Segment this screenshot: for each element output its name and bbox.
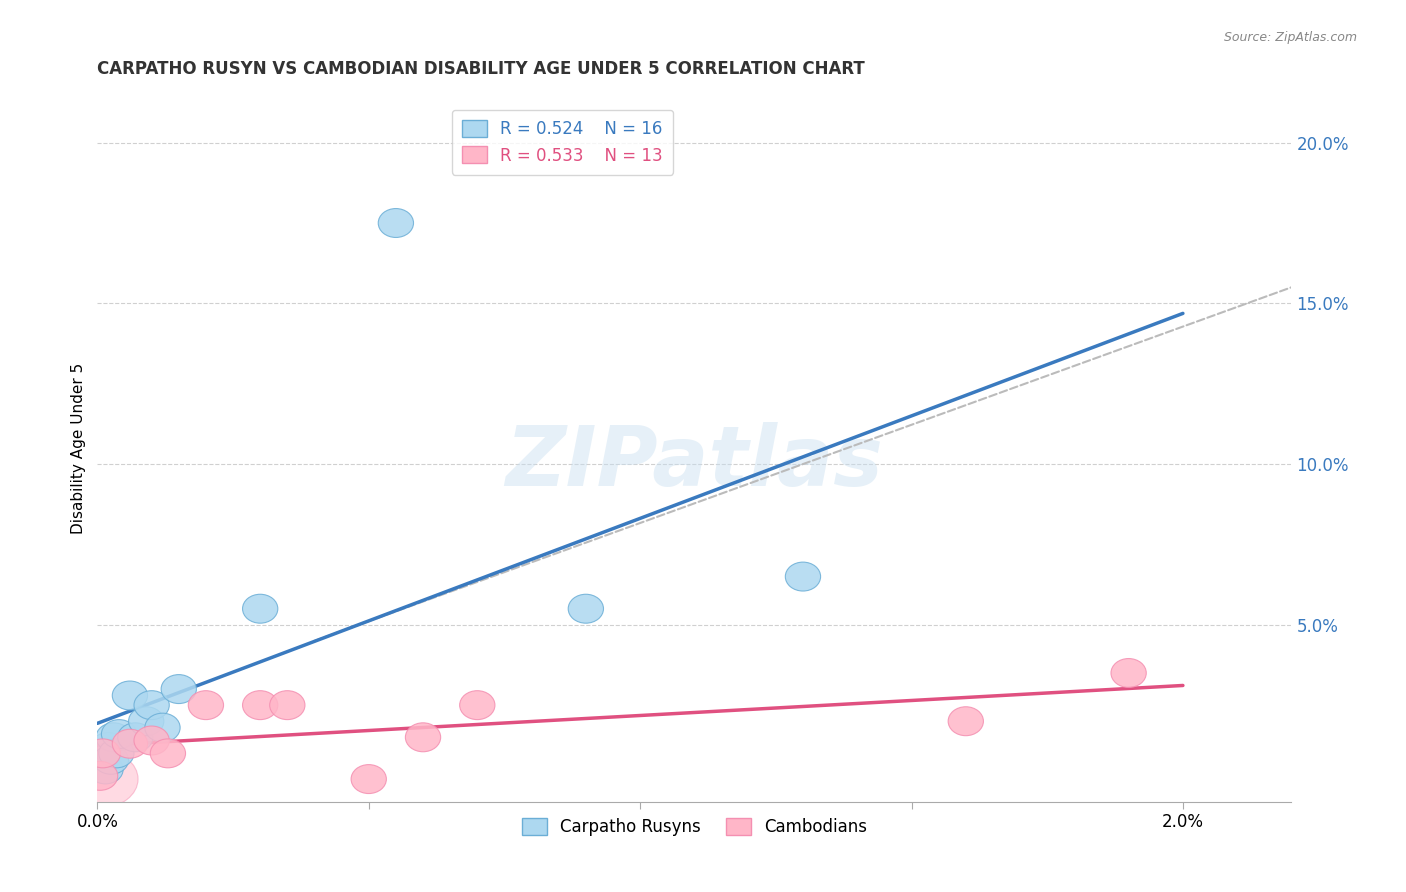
Text: ZIPatlas: ZIPatlas: [506, 422, 883, 503]
Ellipse shape: [270, 690, 305, 720]
Ellipse shape: [378, 209, 413, 237]
Ellipse shape: [93, 746, 128, 774]
Text: CARPATHO RUSYN VS CAMBODIAN DISABILITY AGE UNDER 5 CORRELATION CHART: CARPATHO RUSYN VS CAMBODIAN DISABILITY A…: [97, 60, 865, 78]
Ellipse shape: [86, 739, 121, 768]
Ellipse shape: [112, 681, 148, 710]
Ellipse shape: [62, 750, 138, 808]
Ellipse shape: [243, 594, 278, 624]
Y-axis label: Disability Age Under 5: Disability Age Under 5: [72, 362, 86, 533]
Ellipse shape: [87, 755, 124, 784]
Ellipse shape: [1111, 658, 1146, 688]
Ellipse shape: [162, 674, 197, 704]
Ellipse shape: [405, 723, 440, 752]
Ellipse shape: [96, 723, 131, 752]
Ellipse shape: [134, 690, 169, 720]
Legend: Carpatho Rusyns, Cambodians: Carpatho Rusyns, Cambodians: [515, 811, 873, 843]
Ellipse shape: [118, 723, 153, 752]
Ellipse shape: [145, 714, 180, 742]
Ellipse shape: [352, 764, 387, 794]
Ellipse shape: [90, 732, 127, 762]
Ellipse shape: [98, 739, 134, 768]
Ellipse shape: [134, 726, 169, 755]
Ellipse shape: [568, 594, 603, 624]
Ellipse shape: [83, 762, 118, 790]
Text: Source: ZipAtlas.com: Source: ZipAtlas.com: [1223, 31, 1357, 45]
Ellipse shape: [128, 706, 165, 736]
Ellipse shape: [150, 739, 186, 768]
Ellipse shape: [948, 706, 983, 736]
Ellipse shape: [188, 690, 224, 720]
Ellipse shape: [101, 720, 136, 748]
Ellipse shape: [460, 690, 495, 720]
Ellipse shape: [786, 562, 821, 591]
Ellipse shape: [112, 730, 148, 758]
Ellipse shape: [243, 690, 278, 720]
